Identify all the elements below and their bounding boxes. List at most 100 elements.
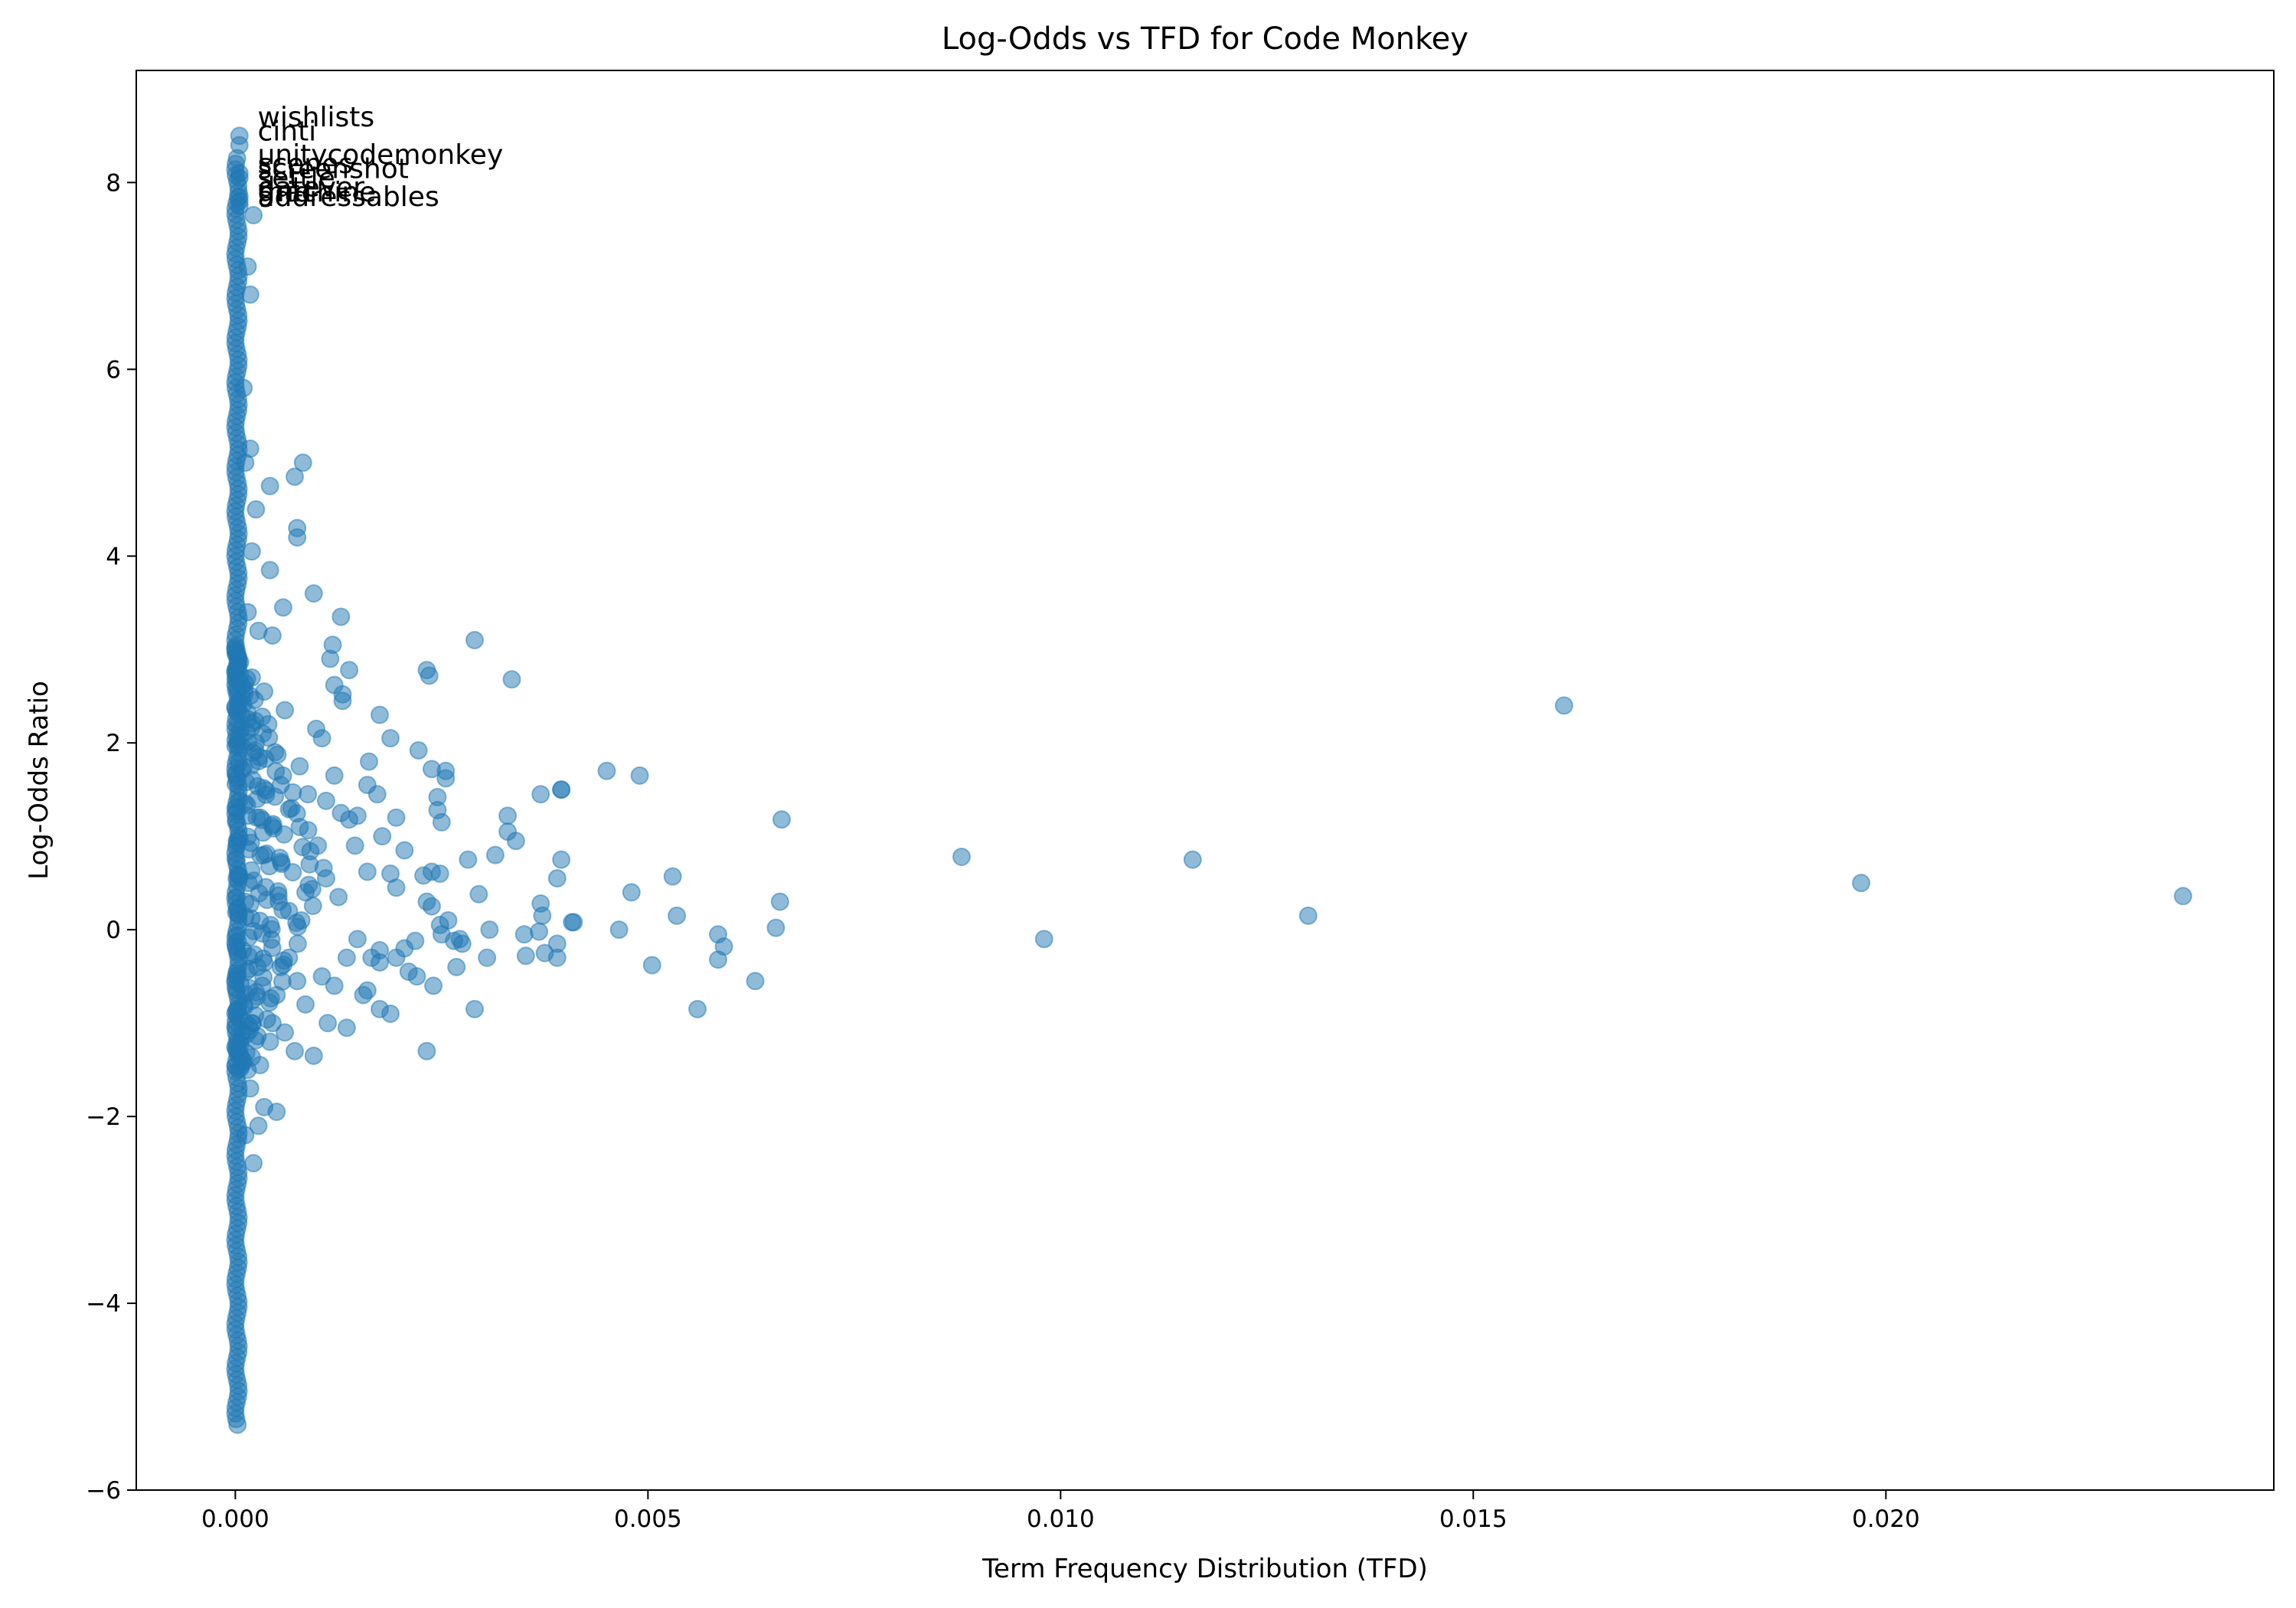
- data-point: [244, 1154, 263, 1173]
- data-point: [293, 453, 312, 472]
- data-point: [387, 808, 406, 827]
- data-point: [668, 906, 687, 925]
- data-point: [299, 875, 318, 894]
- data-point: [430, 864, 449, 883]
- data-point: [409, 740, 428, 760]
- x-tick-label: 0.010: [1027, 1505, 1095, 1533]
- data-point: [247, 500, 266, 519]
- data-point: [358, 862, 377, 881]
- data-point: [260, 561, 279, 580]
- data-point: [428, 801, 447, 820]
- data-point: [273, 598, 292, 617]
- data-point: [340, 661, 359, 680]
- data-point: [299, 821, 318, 840]
- plot-frame: [136, 70, 2275, 1491]
- data-point: [746, 972, 765, 991]
- y-tick-label: −2: [86, 1103, 121, 1131]
- point-annotation: machine: [257, 177, 376, 208]
- data-point: [506, 832, 525, 851]
- points-layer: [226, 126, 2193, 1434]
- data-point: [293, 838, 312, 857]
- data-point: [552, 780, 571, 799]
- point-annotation: settle: [257, 162, 335, 194]
- annotations-layer: wishlistscintiunitycodemonkeyscenesscree…: [257, 102, 503, 213]
- data-point: [312, 967, 331, 986]
- data-point: [226, 638, 245, 657]
- data-point: [766, 918, 785, 937]
- data-point: [381, 729, 400, 748]
- data-point: [465, 999, 484, 1018]
- data-point: [331, 607, 351, 626]
- data-point: [373, 827, 392, 846]
- data-point: [547, 869, 567, 888]
- data-point: [469, 884, 488, 904]
- data-point: [502, 670, 521, 689]
- x-axis: 0.000 0.005 0.010 0.015 0.020: [201, 1490, 1920, 1533]
- data-point: [420, 666, 439, 685]
- point-annotation: unitycodemonkey: [257, 139, 503, 171]
- data-point: [2174, 887, 2193, 906]
- data-point: [318, 1014, 338, 1033]
- data-point: [516, 946, 535, 966]
- data-point: [316, 791, 335, 810]
- x-axis-label: Term Frequency Distribution (TFD): [981, 1554, 1428, 1584]
- data-point: [238, 827, 257, 846]
- data-point: [276, 701, 295, 720]
- data-point: [1852, 874, 1871, 893]
- data-point: [478, 948, 497, 967]
- data-point: [325, 976, 344, 995]
- data-point: [303, 897, 322, 916]
- point-annotation: cinti: [257, 116, 316, 147]
- data-point: [407, 967, 426, 986]
- data-point: [485, 845, 505, 864]
- data-point: [263, 626, 282, 645]
- data-point: [1034, 930, 1053, 949]
- y-tick-label: 2: [106, 730, 121, 757]
- data-point: [447, 957, 466, 976]
- x-tick-label: 0.020: [1852, 1505, 1920, 1533]
- data-point: [367, 785, 387, 804]
- data-point: [244, 206, 263, 225]
- data-point: [304, 1046, 323, 1065]
- point-annotation: addressables: [257, 181, 439, 213]
- data-point: [354, 985, 373, 1005]
- data-point: [230, 791, 249, 810]
- y-tick-label: 4: [106, 543, 121, 570]
- data-point: [387, 878, 406, 897]
- data-point: [424, 976, 443, 995]
- data-point: [1298, 906, 1318, 925]
- data-point: [395, 841, 414, 860]
- point-annotation: wishlists: [257, 102, 374, 133]
- data-point: [371, 953, 390, 972]
- data-point: [283, 783, 302, 802]
- data-point: [227, 149, 247, 168]
- data-point: [276, 1023, 295, 1042]
- data-point: [312, 729, 331, 748]
- y-tick-label: 6: [106, 356, 121, 384]
- data-point: [533, 906, 552, 925]
- y-tick-label: −4: [86, 1290, 121, 1318]
- y-axis: −6 −4 −2 0 2 4 6 8: [86, 169, 136, 1505]
- data-point: [304, 584, 323, 603]
- data-point: [436, 769, 456, 788]
- data-point: [255, 1097, 274, 1116]
- data-point: [268, 745, 287, 764]
- data-point: [547, 934, 567, 953]
- data-point: [531, 785, 550, 804]
- point-annotation: grid: [257, 177, 312, 208]
- data-point: [952, 848, 971, 867]
- data-point: [260, 476, 279, 495]
- data-point: [663, 867, 682, 886]
- data-point: [688, 999, 707, 1018]
- data-point: [417, 1041, 436, 1061]
- data-point: [465, 631, 484, 650]
- data-point: [770, 892, 789, 911]
- data-point: [321, 649, 340, 668]
- data-point: [772, 810, 791, 829]
- point-annotation: datever: [257, 172, 364, 204]
- x-tick-label: 0.005: [614, 1505, 682, 1533]
- data-point: [359, 752, 378, 771]
- data-point: [274, 951, 293, 970]
- data-point: [708, 950, 727, 969]
